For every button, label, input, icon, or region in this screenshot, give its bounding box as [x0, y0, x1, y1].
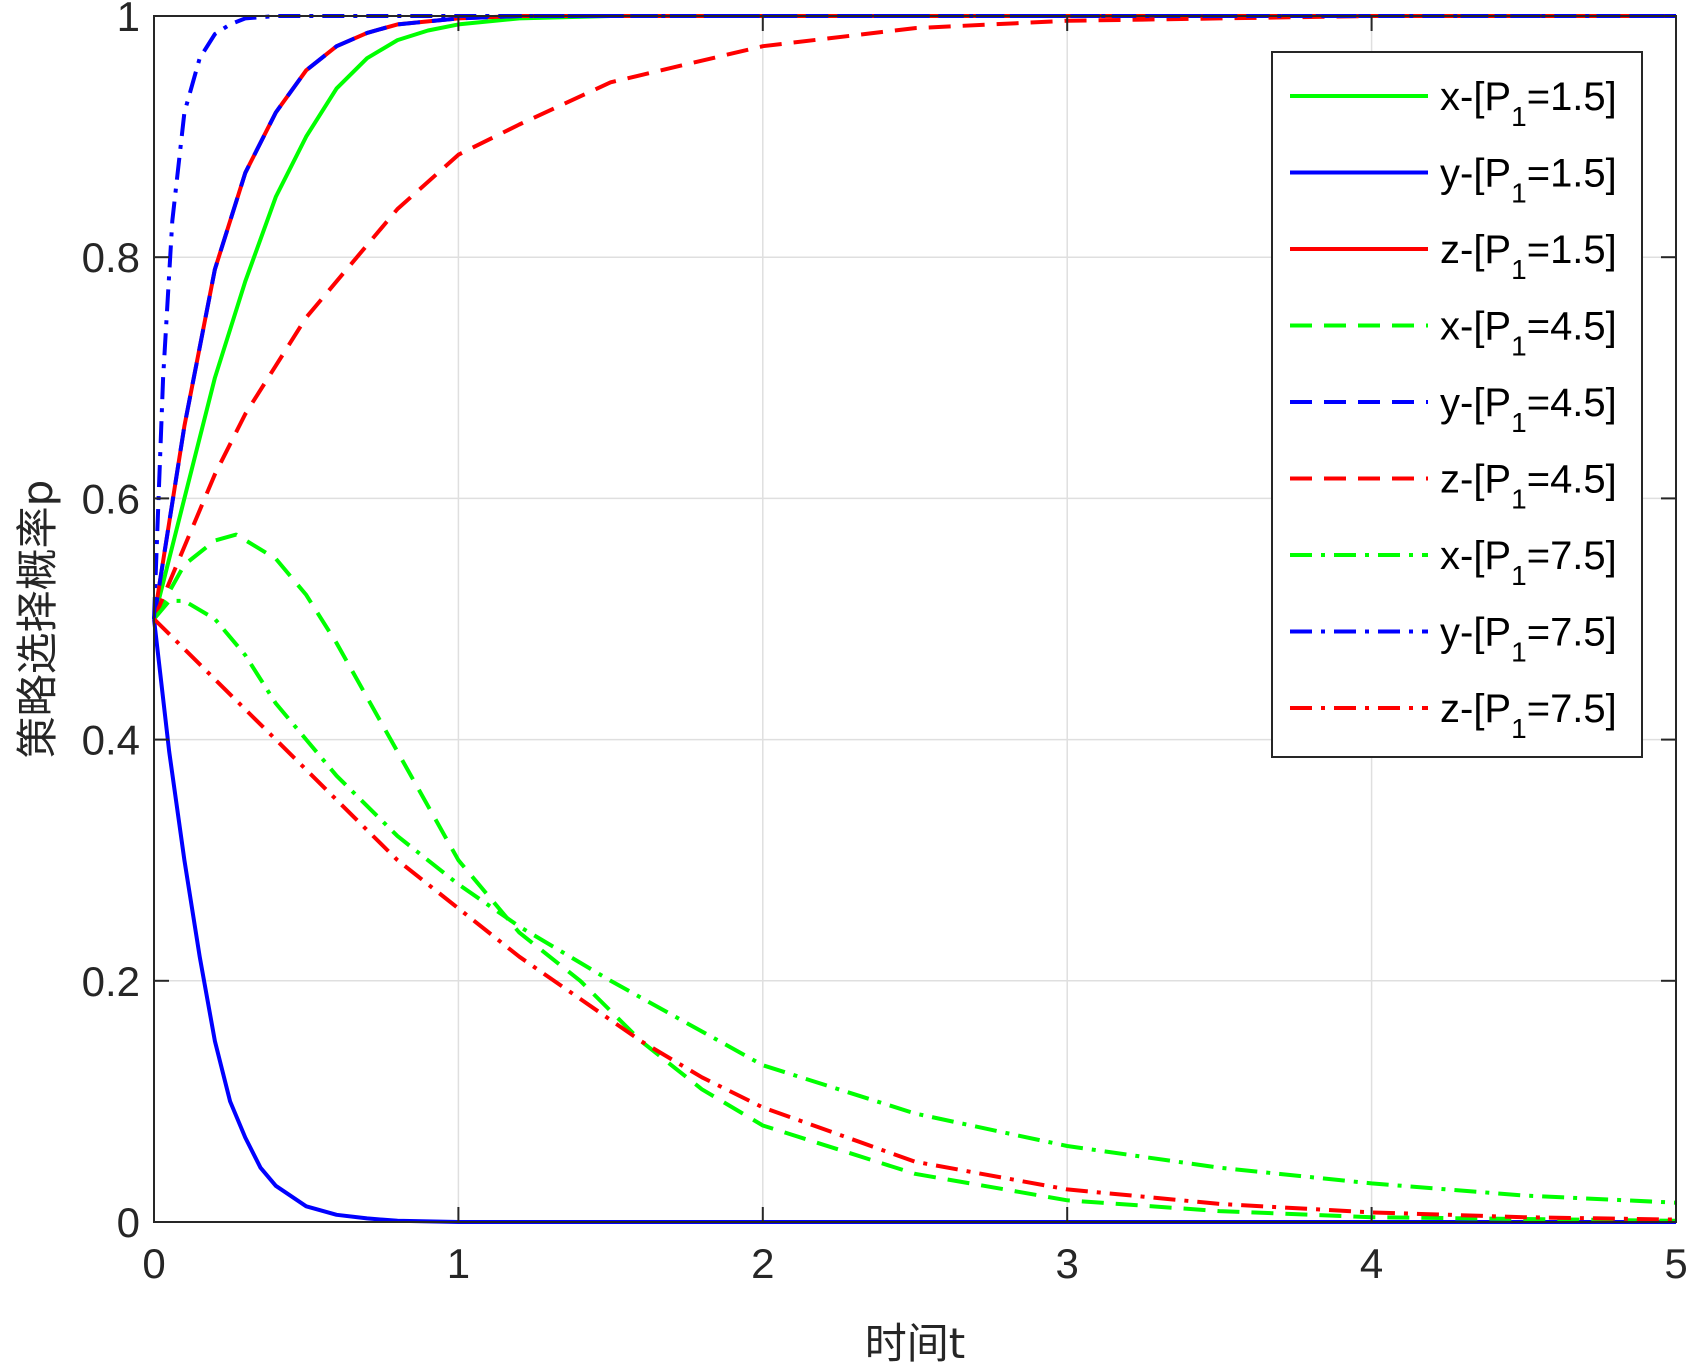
legend-label: y-[P1=1.5] [1440, 152, 1617, 209]
legend-label-prefix: z-[P [1440, 228, 1511, 272]
x-tick-labels: 0 1 2 3 4 5 [142, 1240, 1687, 1287]
series-line-8 [152, 14, 1676, 620]
series-line-4 [152, 532, 1677, 1223]
series-line-6 [152, 14, 1676, 620]
legend-label-prefix: y-[P [1440, 152, 1511, 196]
legend-label-subscript: 1 [1511, 254, 1527, 285]
legend-label: x-[P1=7.5] [1440, 534, 1617, 591]
series-line-9 [152, 617, 1677, 1222]
axes-box [153, 15, 1677, 1223]
legend-label: z-[P1=7.5] [1440, 687, 1617, 744]
legend-label-subscript: 1 [1511, 407, 1527, 438]
legend-label-prefix: y-[P [1440, 381, 1511, 425]
y-tick-label: 0.8 [82, 234, 140, 281]
x-axis-label: 时间t [865, 1319, 965, 1365]
y-tick-labels: 0 0.2 0.4 0.6 0.8 1 [82, 0, 140, 1246]
legend-label-subscript: 1 [1511, 637, 1527, 668]
legend-label: z-[P1=4.5] [1440, 458, 1617, 515]
legend-label-subscript: 1 [1511, 101, 1527, 132]
legend-label-suffix: =7.5] [1527, 611, 1617, 655]
legend-label-prefix: y-[P [1440, 611, 1511, 655]
legend-label-prefix: x-[P [1440, 305, 1511, 349]
y-tick-label: 0.2 [82, 958, 140, 1005]
legend-label-subscript: 1 [1511, 331, 1527, 362]
legend-label-subscript: 1 [1511, 178, 1527, 209]
legend-label: y-[P1=7.5] [1440, 611, 1617, 668]
x-tick-label: 4 [1360, 1240, 1383, 1287]
legend-label-suffix: =4.5] [1527, 458, 1617, 502]
x-tick-label: 1 [447, 1240, 470, 1287]
legend-label: x-[P1=1.5] [1440, 75, 1617, 132]
x-tick-label: 5 [1664, 1240, 1687, 1287]
x-tick-label: 3 [1056, 1240, 1079, 1287]
legend-label-prefix: x-[P [1440, 534, 1511, 578]
x-tick-label: 0 [142, 1240, 165, 1287]
series-layer [152, 14, 1677, 1224]
legend-label-suffix: =4.5] [1527, 381, 1617, 425]
legend-label-suffix: =1.5] [1527, 152, 1617, 196]
tick-marks [153, 15, 1677, 1223]
y-tick-label: 0 [117, 1199, 140, 1246]
legend-label: z-[P1=1.5] [1440, 228, 1617, 285]
legend-label-suffix: =7.5] [1527, 534, 1617, 578]
y-axis-label: 策略选择概率p [13, 480, 62, 759]
legend-label-prefix: x-[P [1440, 75, 1511, 119]
legend-label-suffix: =1.5] [1527, 75, 1617, 119]
legend-label-subscript: 1 [1511, 713, 1527, 744]
legend-label: x-[P1=4.5] [1440, 305, 1617, 362]
legend-label-subscript: 1 [1511, 484, 1527, 515]
legend-label-suffix: =1.5] [1527, 228, 1617, 272]
legend-label-subscript: 1 [1511, 560, 1527, 591]
legend-label: y-[P1=4.5] [1440, 381, 1617, 438]
legend-label-suffix: =4.5] [1527, 305, 1617, 349]
x-tick-label: 2 [751, 1240, 774, 1287]
legend-label-prefix: z-[P [1440, 458, 1511, 502]
legend: x-[P1=1.5]y-[P1=1.5]z-[P1=1.5]x-[P1=4.5]… [1271, 51, 1643, 758]
y-tick-label: 1 [117, 0, 140, 40]
y-tick-label: 0.6 [82, 475, 140, 522]
y-tick-label: 0.4 [82, 717, 140, 764]
legend-label-suffix: =7.5] [1527, 687, 1617, 731]
legend-label-prefix: z-[P [1440, 687, 1511, 731]
legend-box [1271, 51, 1643, 758]
